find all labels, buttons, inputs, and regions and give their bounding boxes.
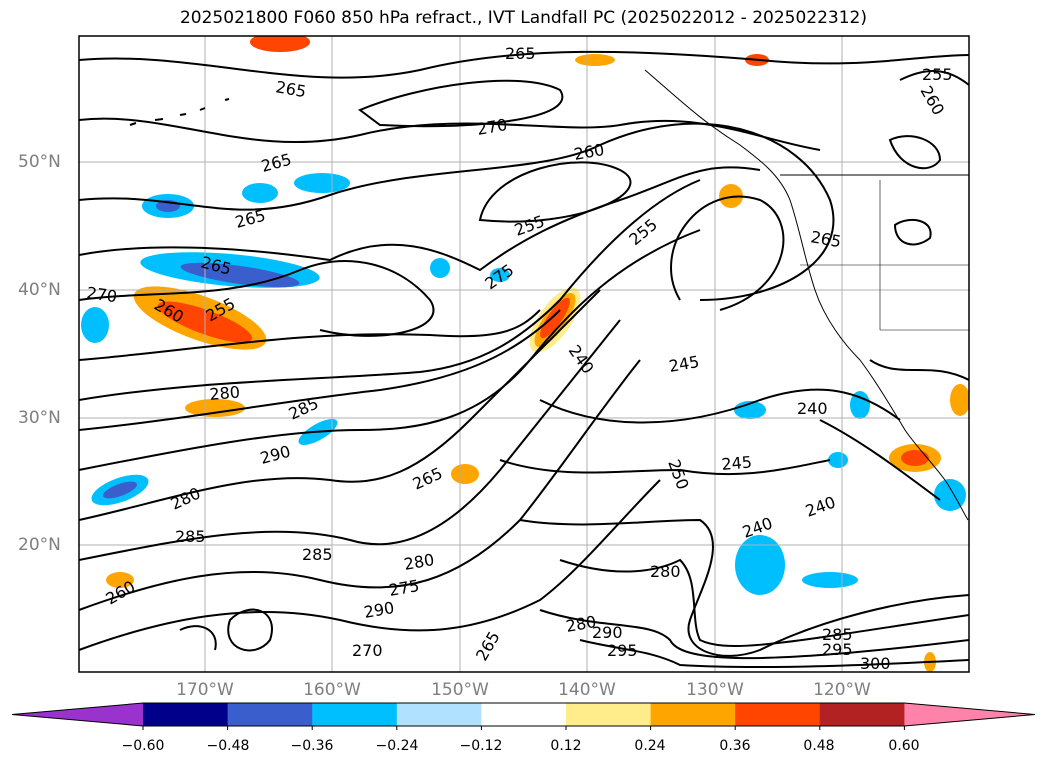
lon-label: 160°W xyxy=(303,680,361,700)
coastline xyxy=(129,69,969,521)
lon-label: 140°W xyxy=(558,680,616,700)
contour-label: 270 xyxy=(85,283,118,306)
contour-label: 240 xyxy=(797,399,828,418)
colorbar-extend-max xyxy=(904,703,1035,726)
colorbar-swatch xyxy=(650,703,736,726)
colorbar-tick-label: 0.36 xyxy=(719,738,751,754)
colorbar-swatch xyxy=(227,703,313,726)
contour-label: 280 xyxy=(209,382,241,404)
contour-label: 285 xyxy=(822,625,853,644)
colorbar-tick-label: −0.24 xyxy=(375,738,419,754)
map-frame xyxy=(78,35,970,673)
lat-label: 50°N xyxy=(18,152,61,172)
contour-label: 280 xyxy=(650,562,681,581)
contour-label: 255 xyxy=(922,65,953,84)
contour-label: 295 xyxy=(822,640,853,659)
contour-label: 285 xyxy=(302,545,333,564)
colorbar-swatch xyxy=(735,703,821,726)
contour-label: 265 xyxy=(505,44,536,63)
contour-label: 290 xyxy=(592,623,623,642)
colorbar-swatch xyxy=(566,703,652,726)
colorbar-swatch xyxy=(143,703,229,726)
contour-label: 295 xyxy=(607,641,638,660)
gridlines xyxy=(79,36,969,672)
colorbar-tick-label: 0.60 xyxy=(888,738,920,754)
colorbar-tick-label: −0.12 xyxy=(459,738,503,754)
lat-label: 20°N xyxy=(18,535,61,555)
shading-layer xyxy=(81,36,969,672)
figure-title: 2025021800 F060 850 hPa refract., IVT La… xyxy=(179,8,867,28)
colorbar-tick-label: 0.48 xyxy=(803,738,835,754)
colorbar xyxy=(11,702,1036,730)
colorbar-tick-label: −0.60 xyxy=(121,738,165,754)
colorbar-tick-label: −0.48 xyxy=(206,738,250,754)
colorbar-swatch xyxy=(819,703,905,726)
colorbar-tick-label: 0.12 xyxy=(550,738,582,754)
colorbar-extend-min xyxy=(12,703,143,726)
colorbar-tick-label: −0.36 xyxy=(290,738,334,754)
lat-label: 40°N xyxy=(18,280,61,300)
colorbar-tick-label: 0.24 xyxy=(634,738,666,754)
contour-label: 300 xyxy=(860,654,891,673)
contour-label: 245 xyxy=(721,452,753,474)
lon-label: 150°W xyxy=(431,680,489,700)
contour-label: 285 xyxy=(175,527,206,546)
map-background xyxy=(79,36,969,672)
lon-label: 170°W xyxy=(176,680,234,700)
lat-label: 30°N xyxy=(18,408,61,428)
lon-label: 120°W xyxy=(813,680,871,700)
colorbar-swatch xyxy=(396,703,482,726)
contour-label-layer: 265 265 270 260 265 255 265 255 265 260 … xyxy=(85,44,953,673)
contour-label: 270 xyxy=(352,641,383,660)
contour-lines xyxy=(79,50,969,669)
colorbar-swatch xyxy=(481,703,567,726)
colorbar-swatch xyxy=(312,703,398,726)
lon-label: 130°W xyxy=(686,680,744,700)
